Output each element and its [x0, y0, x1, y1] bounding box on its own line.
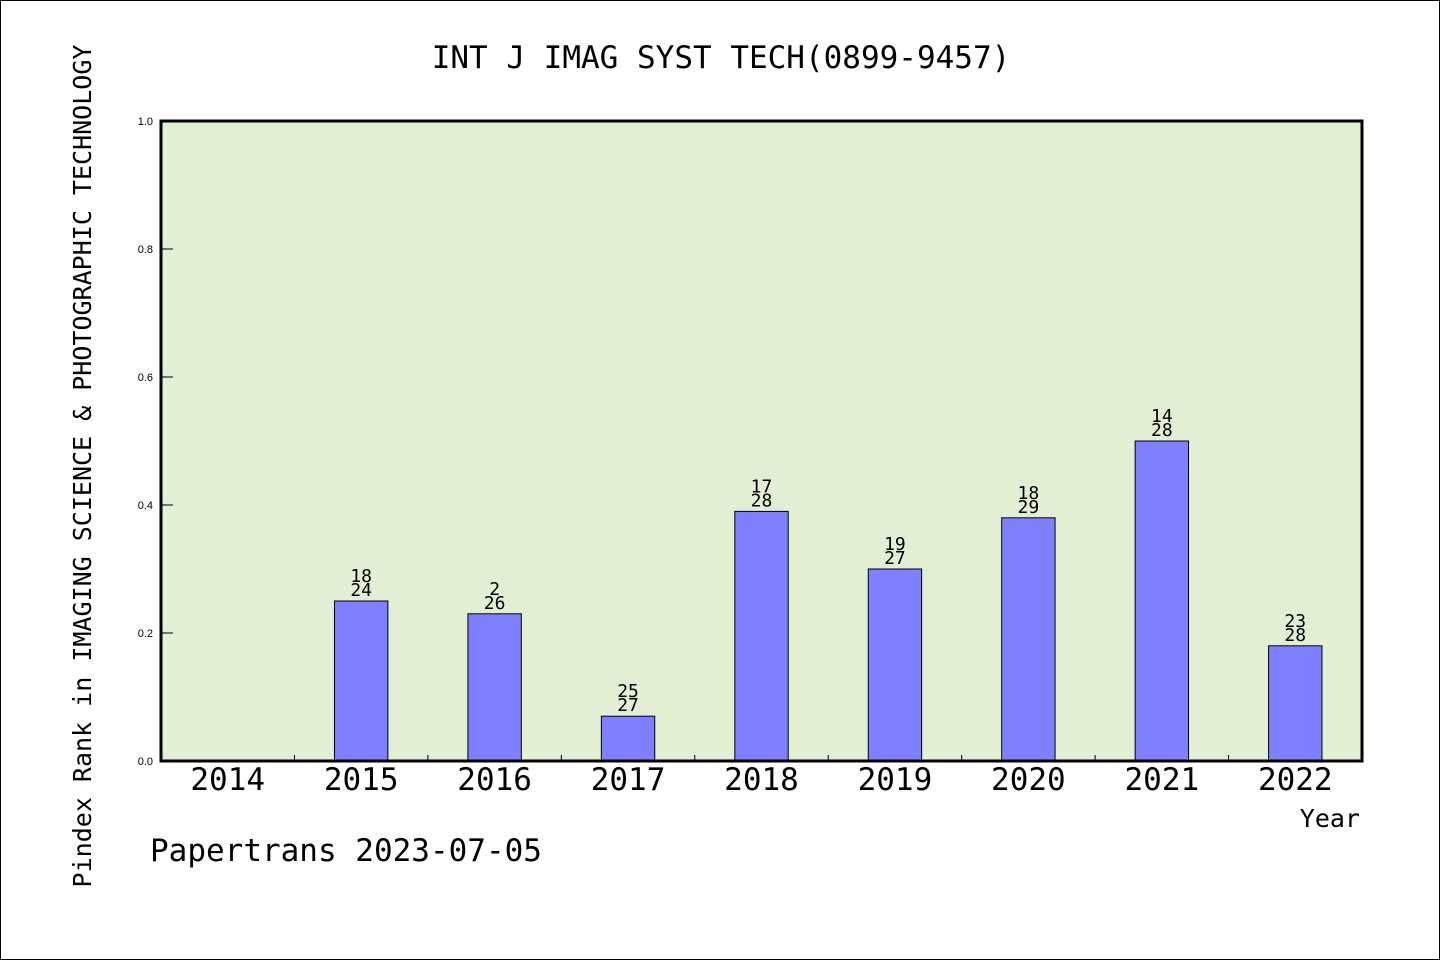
x-tick-label-2020: 2020 [991, 762, 1066, 798]
total-label-2022: 28 [1284, 625, 1306, 646]
y-tick-label: 1.0 [138, 116, 153, 128]
x-tick-label-2014: 2014 [190, 762, 265, 798]
total-label-2018: 28 [751, 490, 773, 511]
x-tick-label-2019: 2019 [858, 762, 933, 798]
rank-label-2019: 19 [884, 534, 906, 555]
y-tick-label: 0.2 [138, 628, 153, 640]
bar-2015 [333, 600, 389, 762]
bar-2017 [600, 715, 656, 762]
x-tick-label-2022: 2022 [1258, 762, 1333, 798]
bar-2016 [467, 613, 522, 762]
total-label-2015: 24 [350, 580, 372, 601]
rank-label-2020: 18 [1018, 483, 1040, 504]
bar-2021 [1134, 440, 1190, 762]
plot-frame [159, 119, 1364, 763]
bar-2020 [1001, 517, 1056, 762]
x-tick-label-2016: 2016 [457, 762, 532, 798]
footer-source-date: Papertrans 2023-07-05 [150, 833, 542, 869]
rank-label-2015: 18 [350, 566, 372, 587]
rank-label-2022: 23 [1284, 611, 1306, 632]
rank-label-2016: 2 [489, 579, 500, 600]
y-tick-label: 0.0 [138, 756, 153, 768]
total-label-2017: 27 [617, 695, 639, 716]
rank-label-2018: 17 [751, 476, 773, 497]
bar-2022 [1268, 645, 1323, 762]
bar-2019 [867, 568, 923, 762]
rank-label-2021: 14 [1151, 406, 1173, 427]
y-tick-label: 0.6 [138, 372, 153, 384]
x-tick-label-2017: 2017 [591, 762, 666, 798]
rank-label-2017: 25 [617, 681, 639, 702]
total-label-2021: 28 [1151, 420, 1173, 441]
x-axis-label: Year [1300, 804, 1360, 833]
bar-2018 [734, 510, 789, 762]
y-axis-label: Pindex Rank in IMAGING SCIENCE & PHOTOGR… [68, 45, 97, 888]
total-label-2019: 27 [884, 548, 906, 569]
x-tick-label-2018: 2018 [724, 762, 799, 798]
y-tick-label: 0.8 [138, 244, 153, 256]
total-label-2020: 29 [1018, 497, 1040, 518]
total-label-2016: 26 [484, 593, 506, 614]
y-tick-label: 0.4 [138, 500, 153, 512]
x-tick-label-2021: 2021 [1125, 762, 1200, 798]
x-tick-label-2015: 2015 [324, 762, 399, 798]
chart-title: INT J IMAG SYST TECH(0899-9457) [432, 40, 1011, 76]
